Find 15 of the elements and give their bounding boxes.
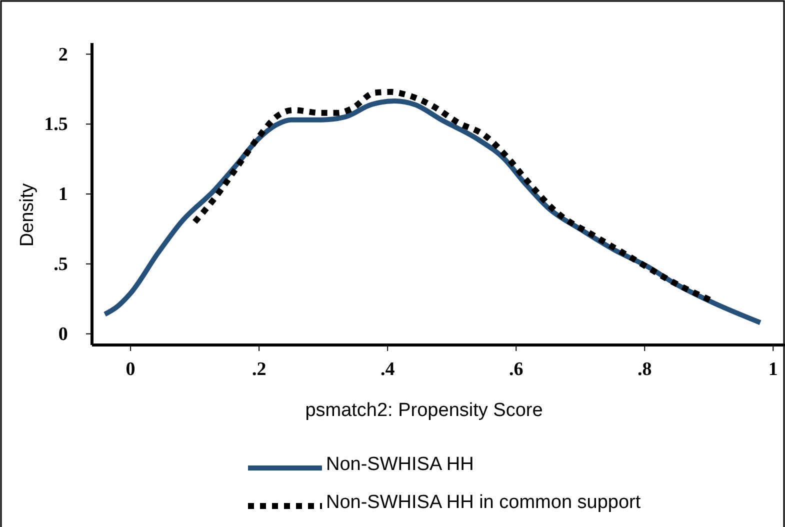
x-tick-label: .8: [638, 358, 652, 380]
y-tick-label: 2: [58, 44, 68, 66]
y-tick-label: 1: [58, 184, 68, 206]
x-axis-title: psmatch2: Propensity Score: [305, 400, 543, 421]
legend-label: Non-SWHISA HH: [326, 454, 474, 476]
x-tick-label: 0: [126, 358, 136, 380]
x-tick-label: .6: [508, 358, 524, 380]
legend-label: Non-SWHISA HH in common support: [326, 492, 642, 514]
y-tick-label: 0: [58, 324, 68, 345]
y-axis-title: Density: [17, 182, 38, 247]
x-tick-label: 1: [768, 358, 778, 380]
x-tick-label: .2: [252, 358, 266, 380]
y-tick-label: .5: [54, 254, 68, 275]
x-tick-label: .4: [380, 358, 396, 380]
y-tick-label: 1.5: [44, 114, 68, 136]
